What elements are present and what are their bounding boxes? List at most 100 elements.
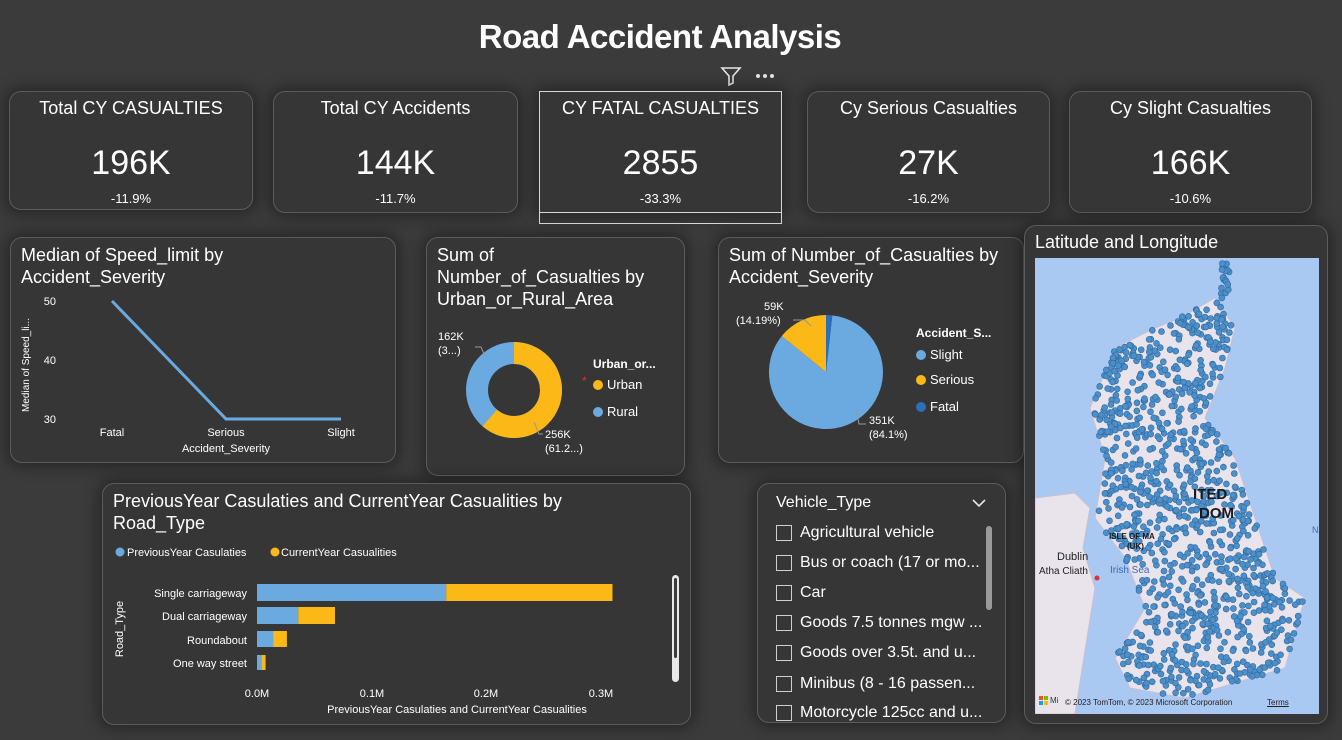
map-point[interactable]: [1107, 459, 1115, 466]
map-point[interactable]: [1180, 481, 1188, 489]
map-point[interactable]: [1251, 525, 1259, 532]
pie-slice-serious[interactable]: [781, 315, 826, 372]
map-point[interactable]: [1149, 371, 1156, 379]
map-point[interactable]: [1262, 588, 1269, 595]
map-point[interactable]: [1184, 628, 1191, 636]
map-point[interactable]: [1115, 362, 1122, 369]
map-point[interactable]: [1154, 628, 1162, 636]
map-point[interactable]: [1294, 612, 1302, 620]
map-point[interactable]: [1128, 492, 1136, 500]
map-point[interactable]: [1140, 358, 1148, 366]
map-point[interactable]: [1213, 431, 1221, 438]
map-point[interactable]: [1217, 645, 1224, 653]
map-point[interactable]: [1215, 451, 1223, 459]
map-point[interactable]: [1175, 627, 1182, 635]
map-point[interactable]: [1202, 399, 1210, 407]
map-point[interactable]: [1244, 531, 1252, 539]
map-point[interactable]: [1193, 506, 1200, 514]
map-point[interactable]: [1165, 440, 1172, 447]
map-point[interactable]: [1149, 327, 1156, 334]
map-point[interactable]: [1250, 564, 1257, 572]
map-point[interactable]: [1218, 553, 1225, 560]
map-point[interactable]: [1130, 523, 1138, 530]
map-point[interactable]: [1138, 426, 1146, 433]
map-point[interactable]: [1128, 466, 1135, 473]
line-series[interactable]: [110, 299, 341, 421]
map-point[interactable]: [1171, 600, 1179, 607]
map-point[interactable]: [1202, 561, 1209, 569]
map-point[interactable]: [1227, 322, 1235, 329]
checkbox[interactable]: [776, 615, 792, 631]
map-point[interactable]: [1239, 516, 1247, 523]
map-point[interactable]: [1137, 631, 1145, 639]
map-point[interactable]: [1121, 452, 1129, 459]
map-point[interactable]: [1193, 576, 1201, 584]
map-point[interactable]: [1142, 602, 1150, 610]
map-point[interactable]: [1175, 586, 1182, 594]
map-point[interactable]: [1162, 495, 1169, 502]
map-point[interactable]: [1107, 470, 1115, 477]
map-point[interactable]: [1213, 626, 1221, 634]
map-point[interactable]: [1198, 502, 1205, 510]
map-point[interactable]: [1101, 480, 1109, 487]
map-point[interactable]: [1246, 632, 1253, 640]
map-point[interactable]: [1135, 472, 1143, 480]
map-point[interactable]: [1159, 575, 1167, 583]
map-point[interactable]: [1154, 540, 1161, 548]
map-point[interactable]: [1236, 590, 1243, 598]
map-point[interactable]: [1122, 422, 1129, 430]
map-point[interactable]: [1187, 676, 1194, 684]
map-point[interactable]: [1243, 592, 1250, 600]
map-point[interactable]: [1147, 430, 1154, 438]
map-point[interactable]: [1192, 651, 1199, 659]
map-point[interactable]: [1224, 281, 1232, 288]
legend-label[interactable]: Slight: [930, 347, 963, 362]
map-point[interactable]: [1100, 446, 1107, 453]
map-point[interactable]: [1177, 445, 1184, 453]
map-point[interactable]: [1177, 603, 1184, 610]
map-point[interactable]: [1224, 628, 1232, 636]
map-point[interactable]: [1257, 649, 1265, 656]
map-point[interactable]: [1179, 578, 1187, 585]
map-point[interactable]: [1207, 608, 1214, 616]
map-point[interactable]: [1175, 498, 1183, 506]
map-point[interactable]: [1206, 380, 1214, 388]
map-point[interactable]: [1174, 374, 1182, 382]
map-point[interactable]: [1159, 457, 1166, 465]
map-point[interactable]: [1132, 676, 1140, 684]
map-point[interactable]: [1143, 576, 1151, 584]
map-point[interactable]: [1203, 644, 1211, 652]
map-point[interactable]: [1222, 605, 1230, 613]
map-point[interactable]: [1153, 340, 1160, 347]
map-point[interactable]: [1161, 366, 1169, 373]
bar-previous[interactable]: [257, 655, 262, 670]
map-point[interactable]: [1158, 425, 1166, 433]
map-point[interactable]: [1184, 685, 1192, 693]
map-point[interactable]: [1159, 409, 1166, 417]
map-point[interactable]: [1222, 593, 1230, 600]
map-point[interactable]: [1291, 601, 1299, 609]
map-point[interactable]: [1113, 434, 1121, 442]
map-point[interactable]: [1122, 402, 1129, 410]
map-point[interactable]: [1124, 388, 1131, 396]
map-point[interactable]: [1279, 617, 1286, 625]
map-point[interactable]: [1173, 525, 1180, 533]
map-point[interactable]: [1147, 474, 1154, 482]
map-point[interactable]: [1217, 373, 1224, 381]
map-point[interactable]: [1192, 342, 1200, 349]
pie-slice-fatal[interactable]: [826, 315, 833, 372]
map-point[interactable]: [1299, 598, 1306, 605]
map-point[interactable]: [1158, 328, 1165, 335]
map-point[interactable]: [1269, 594, 1277, 602]
map-point[interactable]: [1188, 556, 1196, 564]
map-point[interactable]: [1163, 503, 1171, 510]
bar-current[interactable]: [261, 655, 266, 670]
map-point[interactable]: [1123, 520, 1130, 528]
map-point[interactable]: [1098, 411, 1105, 419]
map-point[interactable]: [1173, 466, 1181, 474]
map-point[interactable]: [1124, 651, 1131, 659]
map-point[interactable]: [1202, 441, 1209, 449]
map-point[interactable]: [1218, 316, 1225, 323]
vehicle-type-slicer[interactable]: Vehicle_Type Agricultural vehicle Bus or…: [757, 483, 1006, 723]
map-point[interactable]: [1230, 605, 1237, 612]
